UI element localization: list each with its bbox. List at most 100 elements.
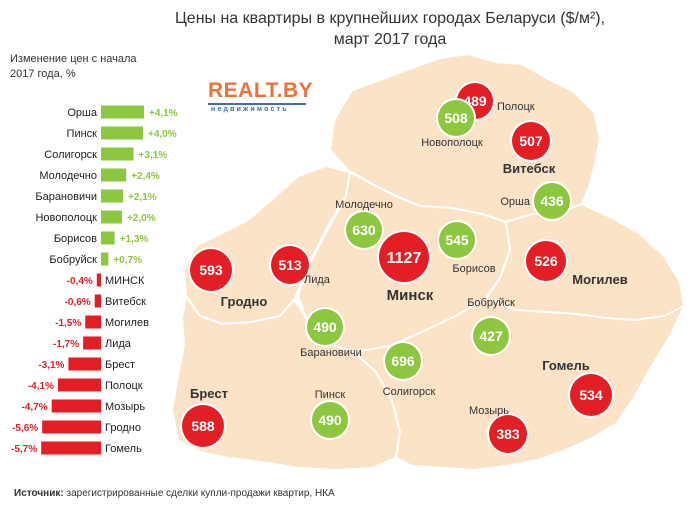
- bar-category-label: Мозырь: [105, 401, 145, 413]
- city-price-label: 630: [352, 222, 376, 238]
- bar-chart-subtitle-line2: 2017 года, %: [10, 68, 76, 80]
- city-bubble: [438, 100, 474, 136]
- source-label: Источник:: [14, 488, 64, 499]
- bar-category-label: Бобруйск: [49, 254, 97, 266]
- city-name-label: Бобруйск: [467, 297, 515, 309]
- city-bubble: [312, 402, 348, 438]
- bar-value-label: -0,6%: [65, 297, 91, 308]
- bar-category-label: Молодечно: [39, 170, 97, 182]
- bar: [96, 273, 101, 287]
- city-price-label: 593: [199, 262, 223, 278]
- bar-category-label: Могилев: [105, 317, 149, 329]
- bar: [68, 357, 101, 371]
- bar: [83, 336, 101, 350]
- city-bubble: [570, 374, 612, 416]
- city-bubble: [512, 122, 550, 160]
- bar: [101, 105, 145, 119]
- bar-category-label: Брест: [105, 359, 135, 371]
- bar-value-label: -4,7%: [22, 402, 48, 413]
- city-price-label: 588: [191, 418, 215, 434]
- city-bubble: [385, 343, 421, 379]
- bar-category-label: Лида: [105, 338, 132, 350]
- bar-value-label: -1,5%: [55, 318, 81, 329]
- city-price-label: 534: [579, 387, 603, 403]
- city-bubble: [190, 249, 232, 291]
- city-price-label: 507: [519, 133, 543, 149]
- bar-category-label: Пинск: [67, 128, 98, 140]
- bar-category-label: Орша: [67, 107, 97, 119]
- city-name-label: Орша: [500, 196, 530, 208]
- city-price-label: 490: [313, 319, 337, 335]
- bar: [101, 189, 124, 203]
- bar-value-label: +1,3%: [120, 234, 149, 245]
- chart-title-line1: Цены на квартиры в крупнейших городах Бе…: [174, 10, 606, 27]
- bar: [101, 210, 122, 224]
- city-bubble: [489, 415, 527, 453]
- bar-value-label: -1,7%: [53, 339, 79, 350]
- city-name-label: Молодечно: [335, 199, 393, 211]
- city-price-label: 436: [540, 193, 564, 209]
- bar-category-label: Новополоцк: [35, 212, 97, 224]
- city-price-label: 427: [479, 328, 503, 344]
- bar-category-label: Гродно: [105, 422, 141, 434]
- bar-chart-subtitle-line1: Изменение цен с начала: [10, 53, 137, 65]
- city-bubble: [182, 405, 224, 447]
- bar-value-label: +4,0%: [148, 129, 177, 140]
- bar-value-label: +2,0%: [127, 213, 156, 224]
- city-bubble: [473, 318, 509, 354]
- bar: [41, 441, 101, 455]
- city-price-label: 490: [318, 412, 342, 428]
- bar-value-label: -0,4%: [67, 276, 93, 287]
- logo-text: REALT.BY: [208, 79, 314, 102]
- bar-chart-subtitle: Изменение цен с начала 2017 года, %: [10, 52, 180, 82]
- city-name-label: Полоцк: [497, 101, 535, 113]
- city-name-label: Брест: [190, 386, 228, 401]
- city-name-label: Гомель: [542, 358, 590, 373]
- bar-value-label: -4,1%: [28, 381, 54, 392]
- city-price-label: 696: [391, 353, 415, 369]
- city-price-label: 1127: [387, 250, 422, 267]
- bar-category-label: МИНСК: [105, 275, 145, 287]
- city-price-label: 513: [278, 257, 302, 273]
- bar-category-label: Барановичи: [35, 191, 97, 203]
- city-name-label: Новополоцк: [421, 137, 483, 149]
- bar-category-label: Борисов: [54, 233, 97, 245]
- city-bubble: [271, 246, 309, 284]
- source-text: зарегистрированные сделки купли-продажи …: [63, 488, 335, 499]
- logo-subtext: недвижимость: [211, 106, 289, 113]
- city-bubble: [534, 183, 570, 219]
- city-price-label: 545: [445, 232, 469, 248]
- bar-value-label: +2,4%: [131, 171, 160, 182]
- realt-logo: REALT.BY недвижимость: [208, 79, 314, 114]
- city-name-label: Солигорск: [383, 386, 436, 398]
- city-bubble: [526, 241, 566, 281]
- bar-value-label: +4,1%: [149, 108, 178, 119]
- bar: [101, 252, 109, 266]
- chart-title: Цены на квартиры в крупнейших городах Бе…: [120, 8, 660, 50]
- bar-value-label: -5,7%: [11, 444, 37, 455]
- bar: [85, 315, 101, 329]
- map-region-gomel: [351, 296, 687, 472]
- bar-category-label: Полоцк: [105, 380, 143, 392]
- bar: [101, 126, 143, 140]
- bar-value-label: -3,1%: [38, 360, 64, 371]
- source-note: Источник: зарегистрированные сделки купл…: [14, 488, 335, 499]
- city-price-label: 508: [444, 110, 468, 126]
- bar: [94, 294, 101, 308]
- bar-value-label: +3,1%: [139, 150, 168, 161]
- city-name-label: Минск: [387, 287, 434, 304]
- city-name-label: Могилев: [572, 272, 628, 287]
- city-price-label: 383: [496, 426, 520, 442]
- bar-category-label: Витебск: [105, 296, 146, 308]
- city-bubble: [346, 212, 382, 248]
- bar: [51, 399, 101, 413]
- city-name-label: Пинск: [315, 389, 346, 401]
- city-name-label: Витебск: [503, 161, 556, 176]
- bar: [57, 378, 101, 392]
- chart-title-line2: март 2017 года: [333, 31, 447, 48]
- bar: [101, 168, 127, 182]
- bar: [101, 231, 115, 245]
- city-price-label: 526: [534, 253, 558, 269]
